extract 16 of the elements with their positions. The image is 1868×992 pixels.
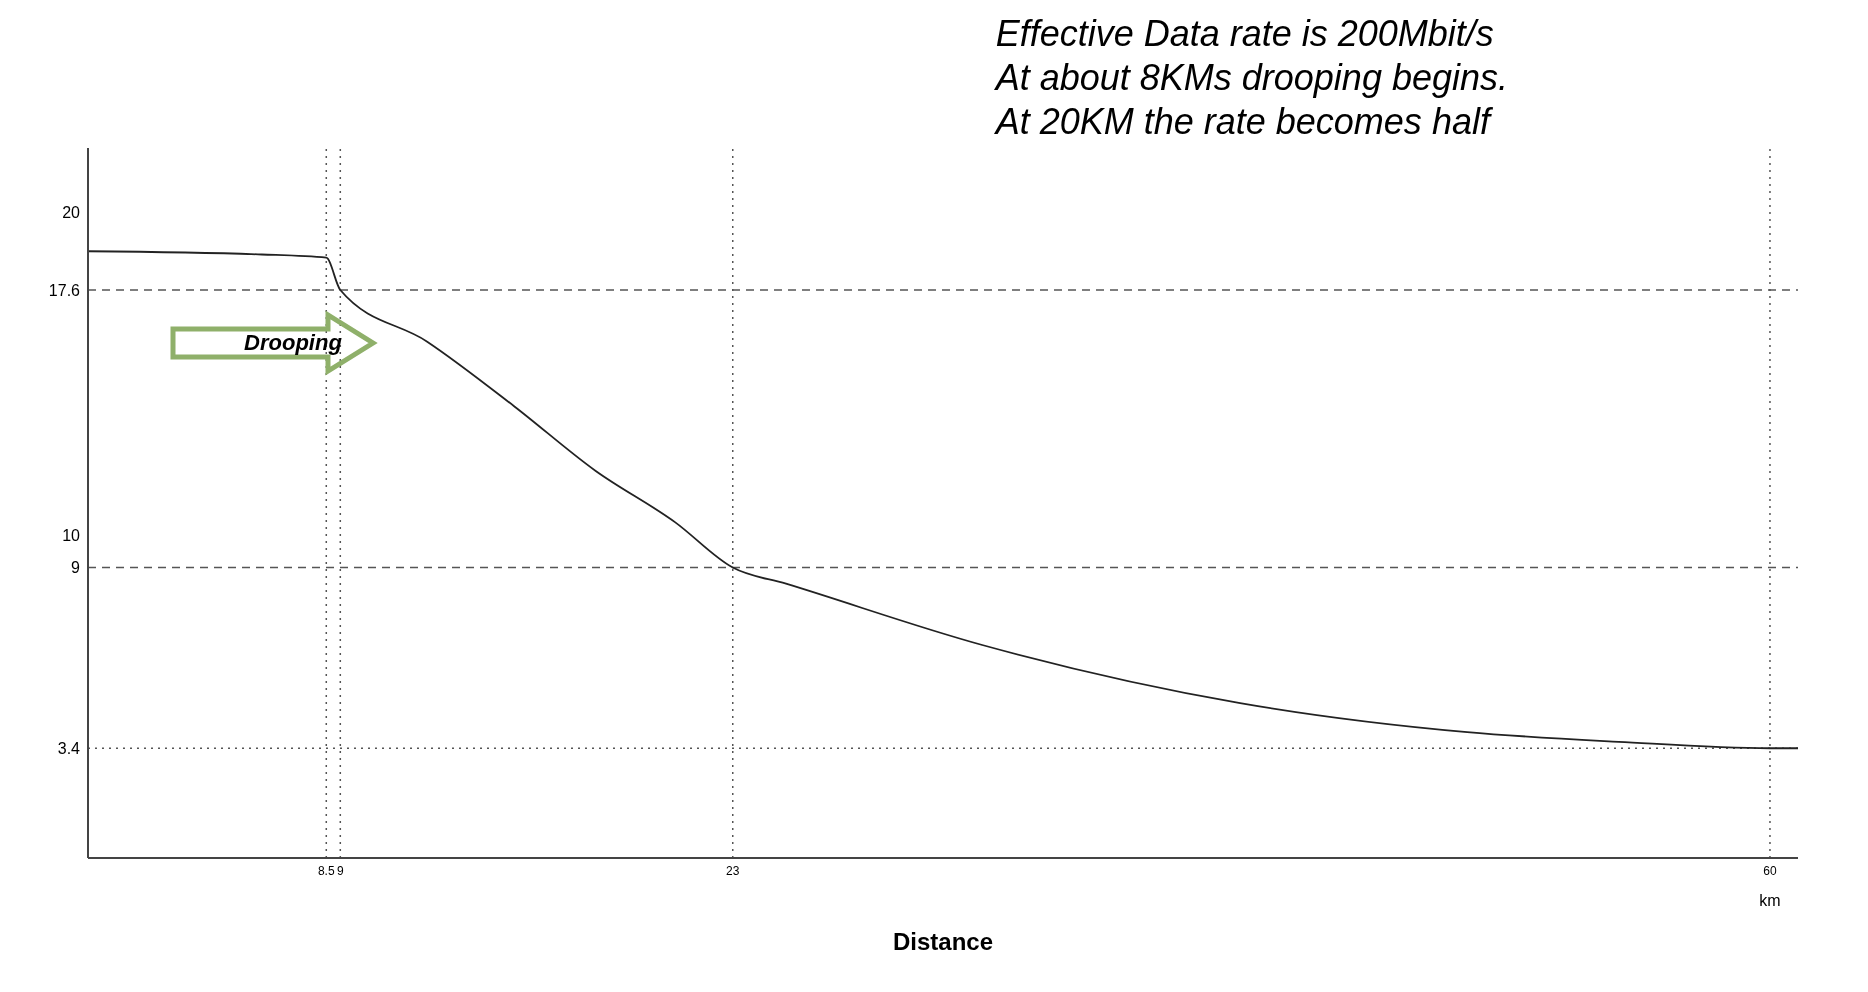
- x-axis-title: Distance: [892, 928, 994, 955]
- x-tick-label: 23: [726, 863, 740, 878]
- y-tick-label: 17.6: [48, 281, 81, 299]
- x-tick-label: 60: [1763, 863, 1777, 878]
- line-series: [88, 250, 1798, 750]
- text: At about 8KMs drooping begins.: [995, 56, 1508, 100]
- y-tick-label: 20: [62, 204, 81, 222]
- y-tick-label: 9: [71, 559, 81, 577]
- x-tick-label: 9: [336, 863, 344, 878]
- text: km: [1758, 892, 1782, 910]
- annotation: Drooping: [244, 330, 343, 355]
- text: At 20KM the rate becomes half: [995, 100, 1494, 144]
- x-tick-label: 8.5: [317, 863, 335, 878]
- y-tick-label: 3.4: [57, 739, 81, 757]
- text: Effective Data rate is 200Mbit/s: [995, 12, 1495, 56]
- y-tick-label: 10: [62, 526, 81, 544]
